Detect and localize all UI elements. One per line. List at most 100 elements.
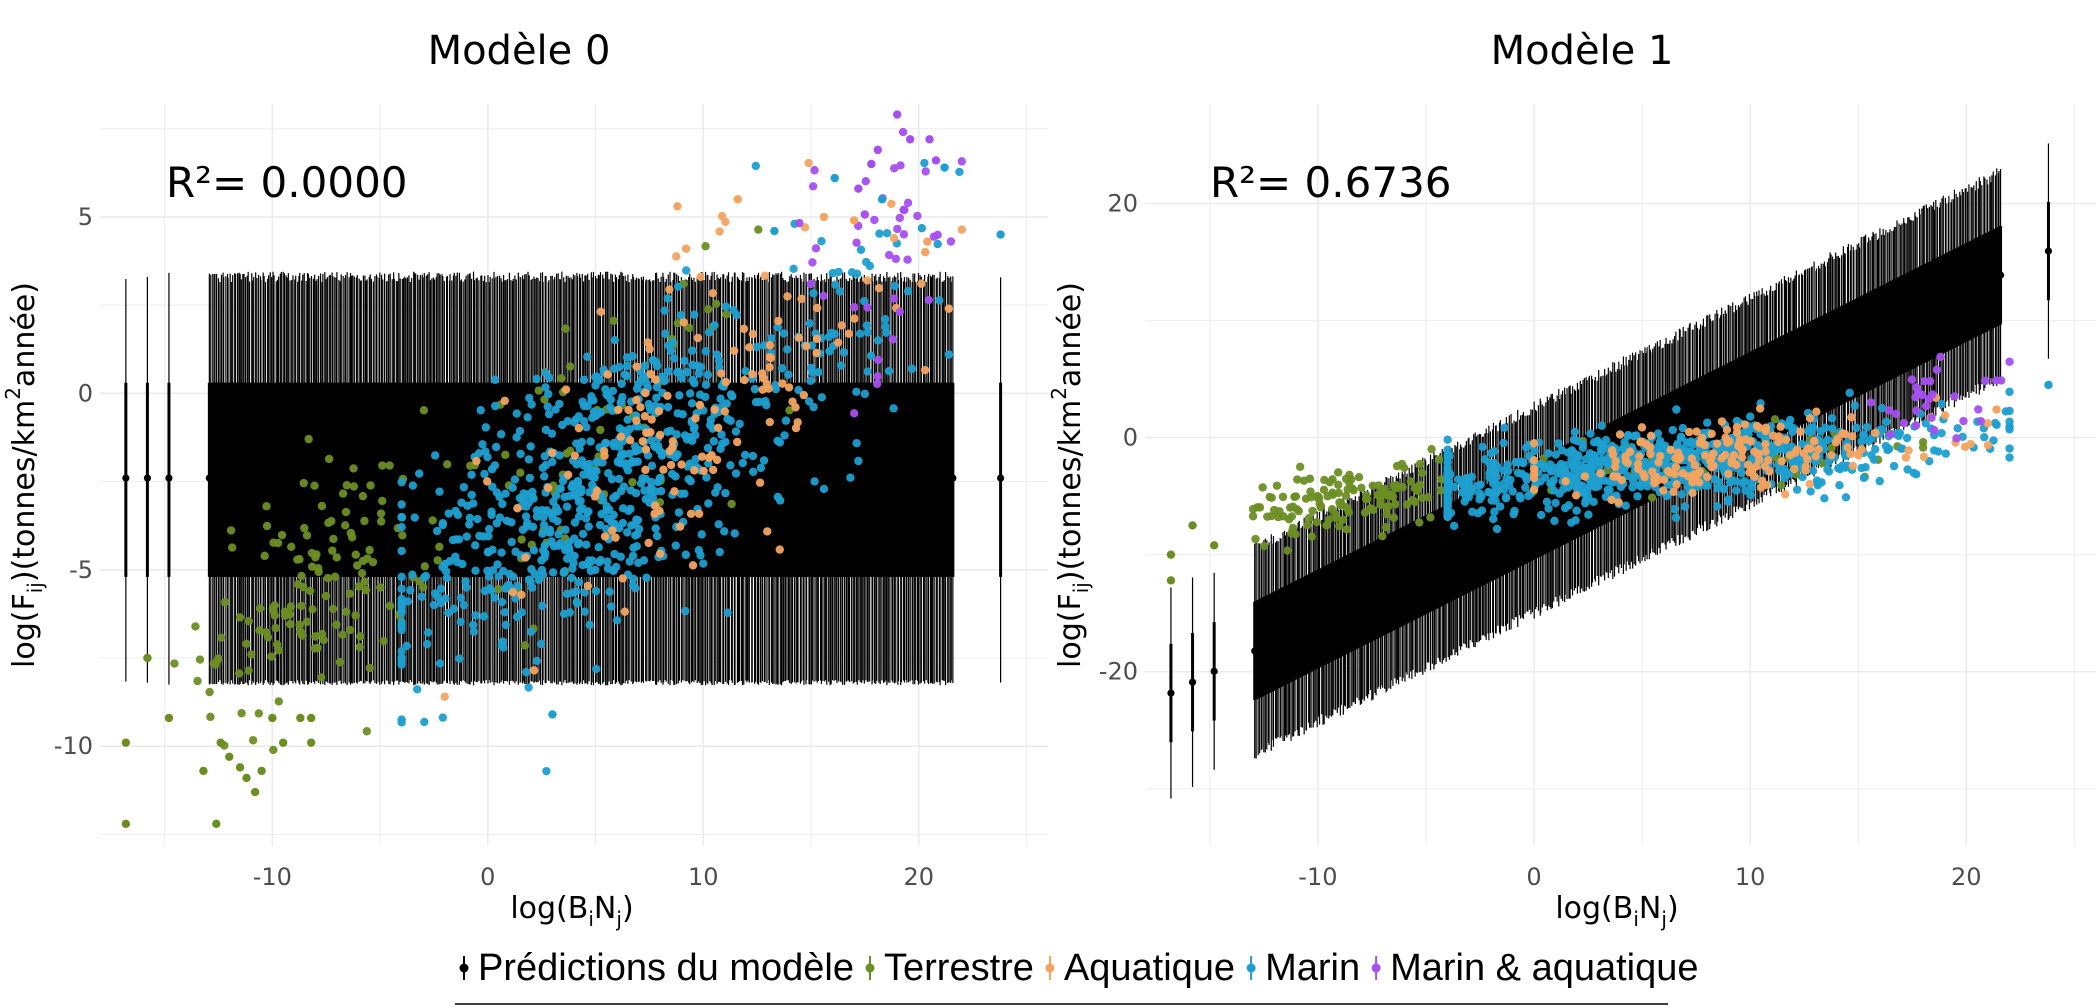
data-point (546, 509, 555, 518)
data-point (825, 347, 834, 356)
data-point (855, 329, 865, 338)
data-point (701, 380, 711, 389)
data-point (317, 501, 327, 511)
data-point (397, 522, 406, 532)
data-point (307, 548, 317, 558)
data-point (614, 474, 624, 484)
data-point (415, 469, 424, 478)
data-point (715, 547, 724, 557)
data-point (632, 416, 641, 425)
data-point (817, 236, 826, 246)
data-point (612, 616, 622, 625)
data-point (1392, 461, 1402, 471)
data-point (324, 454, 334, 464)
data-point (456, 617, 465, 627)
data-point (701, 242, 710, 251)
data-point (228, 543, 237, 552)
data-point (1621, 501, 1630, 510)
data-point (587, 396, 596, 405)
data-point (584, 522, 593, 531)
data-point (677, 374, 686, 383)
data-point (616, 552, 625, 561)
data-point (121, 819, 131, 829)
data-point (844, 329, 854, 338)
data-point (691, 454, 700, 464)
prediction-point (165, 474, 173, 482)
data-point (712, 350, 722, 359)
data-point (302, 617, 312, 626)
data-point (819, 484, 829, 494)
data-point (1406, 477, 1415, 486)
data-point (413, 685, 422, 694)
data-point (774, 316, 783, 326)
data-point (1633, 492, 1642, 501)
data-point (164, 713, 174, 723)
data-point (889, 164, 899, 173)
data-point (628, 581, 638, 590)
data-point (237, 709, 246, 718)
data-point (471, 541, 480, 550)
data-point (775, 545, 784, 554)
data-point (596, 407, 606, 417)
data-point (721, 488, 730, 498)
data-point (1489, 447, 1499, 456)
data-point (603, 391, 613, 401)
data-point (605, 587, 614, 596)
data-point (568, 480, 578, 489)
data-point (808, 368, 817, 377)
data-point (642, 428, 651, 437)
data-point (2001, 407, 2010, 416)
data-point (508, 483, 517, 492)
data-point (1551, 450, 1561, 459)
data-point (565, 491, 574, 501)
data-point (545, 525, 555, 535)
data-point (802, 341, 811, 351)
data-point (512, 612, 522, 621)
data-point (358, 556, 368, 566)
data-point (260, 551, 269, 561)
data-point (540, 472, 549, 481)
data-point (193, 676, 202, 686)
data-point (804, 158, 813, 168)
data-point (819, 291, 828, 301)
data-point (1426, 513, 1435, 522)
data-point (524, 455, 534, 464)
data-point (1391, 500, 1400, 509)
data-point (703, 443, 713, 453)
data-point (1362, 490, 1371, 500)
data-point (472, 456, 481, 466)
data-point (1335, 521, 1344, 531)
data-point (812, 334, 822, 343)
data-point (592, 486, 602, 496)
data-point (1808, 466, 1818, 476)
data-point (748, 370, 757, 379)
data-point (365, 545, 374, 555)
data-point (710, 405, 719, 414)
data-point (354, 582, 364, 591)
data-point (1500, 423, 1509, 432)
data-point (695, 400, 705, 410)
data-point (484, 531, 493, 541)
data-point (304, 434, 313, 444)
data-point (623, 528, 632, 537)
data-point (633, 515, 643, 525)
data-point (329, 534, 338, 544)
data-point (191, 622, 200, 631)
data-point (1503, 460, 1512, 469)
data-point (795, 218, 804, 228)
data-point (1392, 481, 1401, 490)
data-point (805, 319, 815, 328)
data-point (893, 224, 902, 234)
data-point (269, 745, 278, 755)
data-point (572, 460, 581, 469)
data-point (351, 550, 360, 559)
data-point (483, 548, 493, 557)
data-point (833, 338, 843, 347)
data-point (578, 529, 588, 539)
data-point (783, 292, 792, 301)
data-point (459, 482, 469, 492)
data-point (438, 519, 448, 528)
data-point (830, 173, 839, 183)
data-point (877, 195, 887, 204)
data-point (398, 531, 407, 540)
